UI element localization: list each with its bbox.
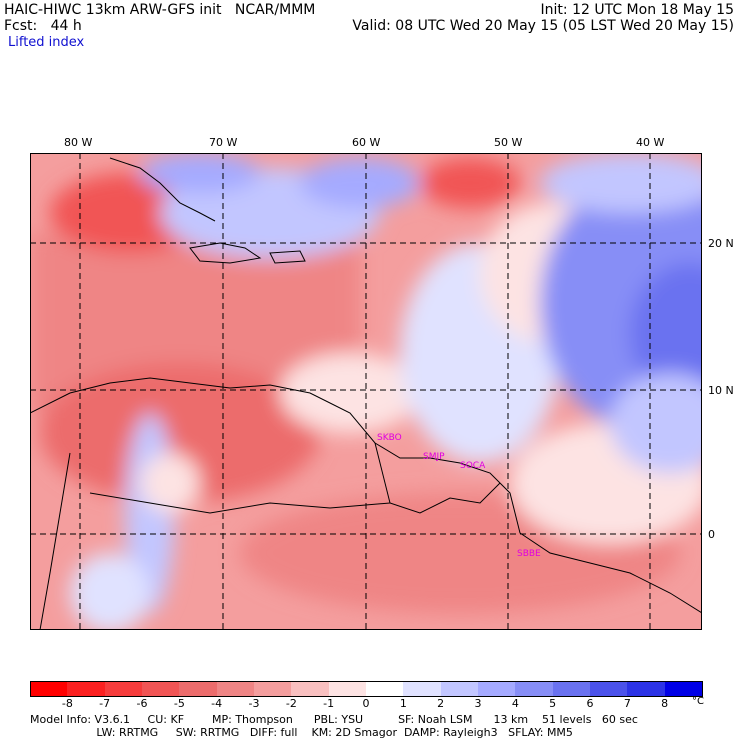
- colorbar-label: -7: [99, 697, 111, 710]
- colorbar-label: -5: [173, 697, 185, 710]
- south-america-coast: [30, 377, 702, 614]
- colorbar-label: 3: [474, 697, 482, 710]
- colorbar-swatch: [590, 681, 628, 697]
- lon-label-80w: 80 W: [64, 136, 93, 149]
- colorbar-label: -2: [285, 697, 297, 710]
- field-name: Lifted index: [8, 35, 85, 50]
- colorbar-swatch: [254, 681, 292, 697]
- lon-label-60w: 60 W: [352, 136, 381, 149]
- map-frame: [30, 153, 702, 630]
- lon-label-40w: 40 W: [636, 136, 665, 149]
- colorbar-label: 8: [661, 697, 669, 710]
- shaded-field: [30, 153, 702, 630]
- lifted-index-map: SKBO SMJP SOCA SBBE: [30, 153, 702, 630]
- colorbar-label: -1: [323, 697, 335, 710]
- colorbar-swatch: [179, 681, 218, 697]
- colorbar-swatch: [440, 681, 479, 697]
- colorbar-label: 0: [362, 697, 370, 710]
- station-soca: SOCA: [460, 461, 486, 471]
- colorbar-label: -8: [61, 697, 73, 710]
- colorbar-label: 6: [586, 697, 594, 710]
- forecast-hour: Fcst: 44 h: [4, 18, 82, 34]
- model-info-line2: LW: RRTMG SW: RRTMG DIFF: full KM: 2D Sm…: [30, 726, 573, 739]
- cuba-coast: [109, 157, 216, 222]
- puerto-rico-coast: [269, 250, 306, 264]
- colorbar-swatch: [627, 681, 666, 697]
- colorbar-swatch: [291, 681, 330, 697]
- colorbar-label: 5: [549, 697, 557, 710]
- colorbar-label: -6: [136, 697, 148, 710]
- model-title: HAIC-HIWC 13km ARW-GFS init NCAR/MMM: [4, 2, 316, 18]
- lon-label-50w: 50 W: [494, 136, 523, 149]
- colorbar-label: 4: [511, 697, 519, 710]
- station-smjp: SMJP: [423, 452, 445, 462]
- colorbar-swatch: [515, 681, 554, 697]
- colorbar-unit: °C: [692, 696, 704, 707]
- guiana-border: [374, 442, 501, 514]
- colorbar-label: -3: [248, 697, 260, 710]
- amazon-border: [89, 492, 391, 514]
- init-time: Init: 12 UTC Mon 18 May 15: [540, 2, 734, 18]
- colorbar-swatch: [552, 681, 591, 697]
- valid-time: Valid: 08 UTC Wed 20 May 15 (05 LST Wed …: [352, 18, 734, 34]
- lat-lon-grid: [30, 153, 702, 630]
- lat-label-10n: 10 N: [708, 384, 734, 397]
- station-labels: SKBO SMJP SOCA SBBE: [377, 433, 541, 559]
- colorbar-swatch: [366, 681, 404, 697]
- colorbar-swatch: [328, 681, 367, 697]
- colorbar-swatch: [664, 681, 704, 697]
- coastlines: [30, 157, 702, 630]
- lat-label-0: 0: [708, 528, 715, 541]
- colorbar-label: 7: [623, 697, 631, 710]
- colorbar-swatch: [104, 681, 143, 697]
- colorbar-swatch: [142, 681, 180, 697]
- colorbar-label: 1: [399, 697, 407, 710]
- colorbar-swatch: [478, 681, 516, 697]
- model-info-line1: Model Info: V3.6.1 CU: KF MP: Thompson P…: [30, 713, 638, 726]
- colorbar-swatch: [30, 681, 69, 697]
- station-skbo: SKBO: [377, 433, 402, 443]
- lon-label-70w: 70 W: [209, 136, 238, 149]
- colorbar-swatch: [403, 681, 442, 697]
- colorbar-label: 2: [437, 697, 445, 710]
- pacific-coast: [39, 452, 71, 630]
- lat-label-20n: 20 N: [708, 237, 734, 250]
- colorbar-label: -4: [211, 697, 223, 710]
- colorbar-swatch: [67, 681, 106, 697]
- station-sbbe: SBBE: [517, 549, 541, 559]
- colorbar-swatch: [216, 681, 255, 697]
